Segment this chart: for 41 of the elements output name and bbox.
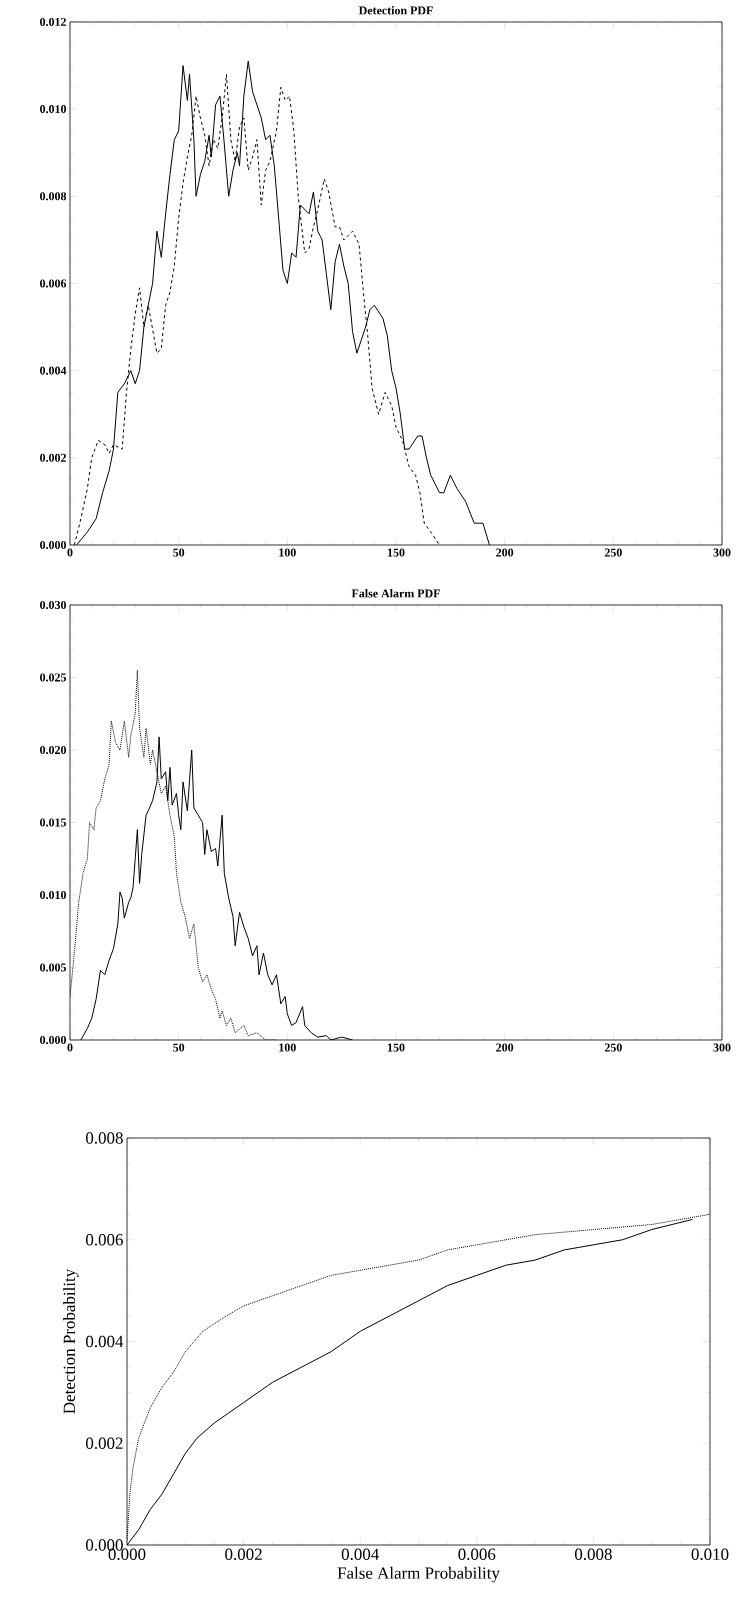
x-axis-title: False Alarm Probability xyxy=(337,1566,500,1583)
y-tick-label: 0.010 xyxy=(40,105,67,114)
x-tick-label: 0.008 xyxy=(574,1548,612,1561)
x-tick-label: 150 xyxy=(387,548,405,557)
x-tick-label: 50 xyxy=(173,1043,185,1052)
y-axis-title: Detection Probability xyxy=(63,1268,79,1414)
x-tick-label: 300 xyxy=(713,1043,731,1052)
y-tick-label: 0.010 xyxy=(40,890,67,900)
y-tick-label: 0.015 xyxy=(40,818,67,827)
x-tick-label: 150 xyxy=(387,1043,405,1052)
x-tick-label: 250 xyxy=(604,548,622,557)
y-tick-label: 0.000 xyxy=(40,1035,67,1045)
y-tick-label: 0.030 xyxy=(40,600,67,610)
y-tick-label: 0.002 xyxy=(40,453,66,462)
x-tick-label: 0.010 xyxy=(691,1548,729,1561)
x-tick-label: 200 xyxy=(496,548,514,557)
x-tick-label: 100 xyxy=(279,548,296,557)
y-tick-label: 0.006 xyxy=(40,279,67,288)
y-tick-label: 0.008 xyxy=(86,1132,123,1144)
x-tick-label: 0.002 xyxy=(225,1548,262,1561)
x-tick-label: 100 xyxy=(279,1043,296,1052)
x-tick-label: 0 xyxy=(67,1043,73,1052)
y-tick-label: 0.004 xyxy=(86,1335,124,1348)
y-tick-label: 0.002 xyxy=(86,1437,123,1449)
x-tick-label: 300 xyxy=(713,548,731,557)
chart-title: False Alarm PDF xyxy=(351,589,440,598)
y-tick-label: 0.004 xyxy=(40,366,67,375)
y-tick-label: 0.000 xyxy=(40,540,67,550)
y-tick-label: 0.005 xyxy=(40,963,67,972)
x-tick-label: 0.006 xyxy=(458,1548,496,1561)
x-tick-label: 50 xyxy=(173,548,185,557)
y-tick-label: 0.020 xyxy=(40,745,67,755)
y-tick-label: 0.006 xyxy=(86,1234,123,1246)
chart-title: Detection PDF xyxy=(358,6,433,15)
x-tick-label: 200 xyxy=(496,1043,514,1052)
y-tick-label: 0.025 xyxy=(40,673,67,682)
x-tick-label: 250 xyxy=(604,1043,622,1052)
y-tick-label: 0.012 xyxy=(40,17,66,27)
x-tick-label: 0.004 xyxy=(341,1548,379,1561)
y-tick-label: 0.008 xyxy=(40,192,67,201)
x-tick-label: 0 xyxy=(67,548,73,557)
